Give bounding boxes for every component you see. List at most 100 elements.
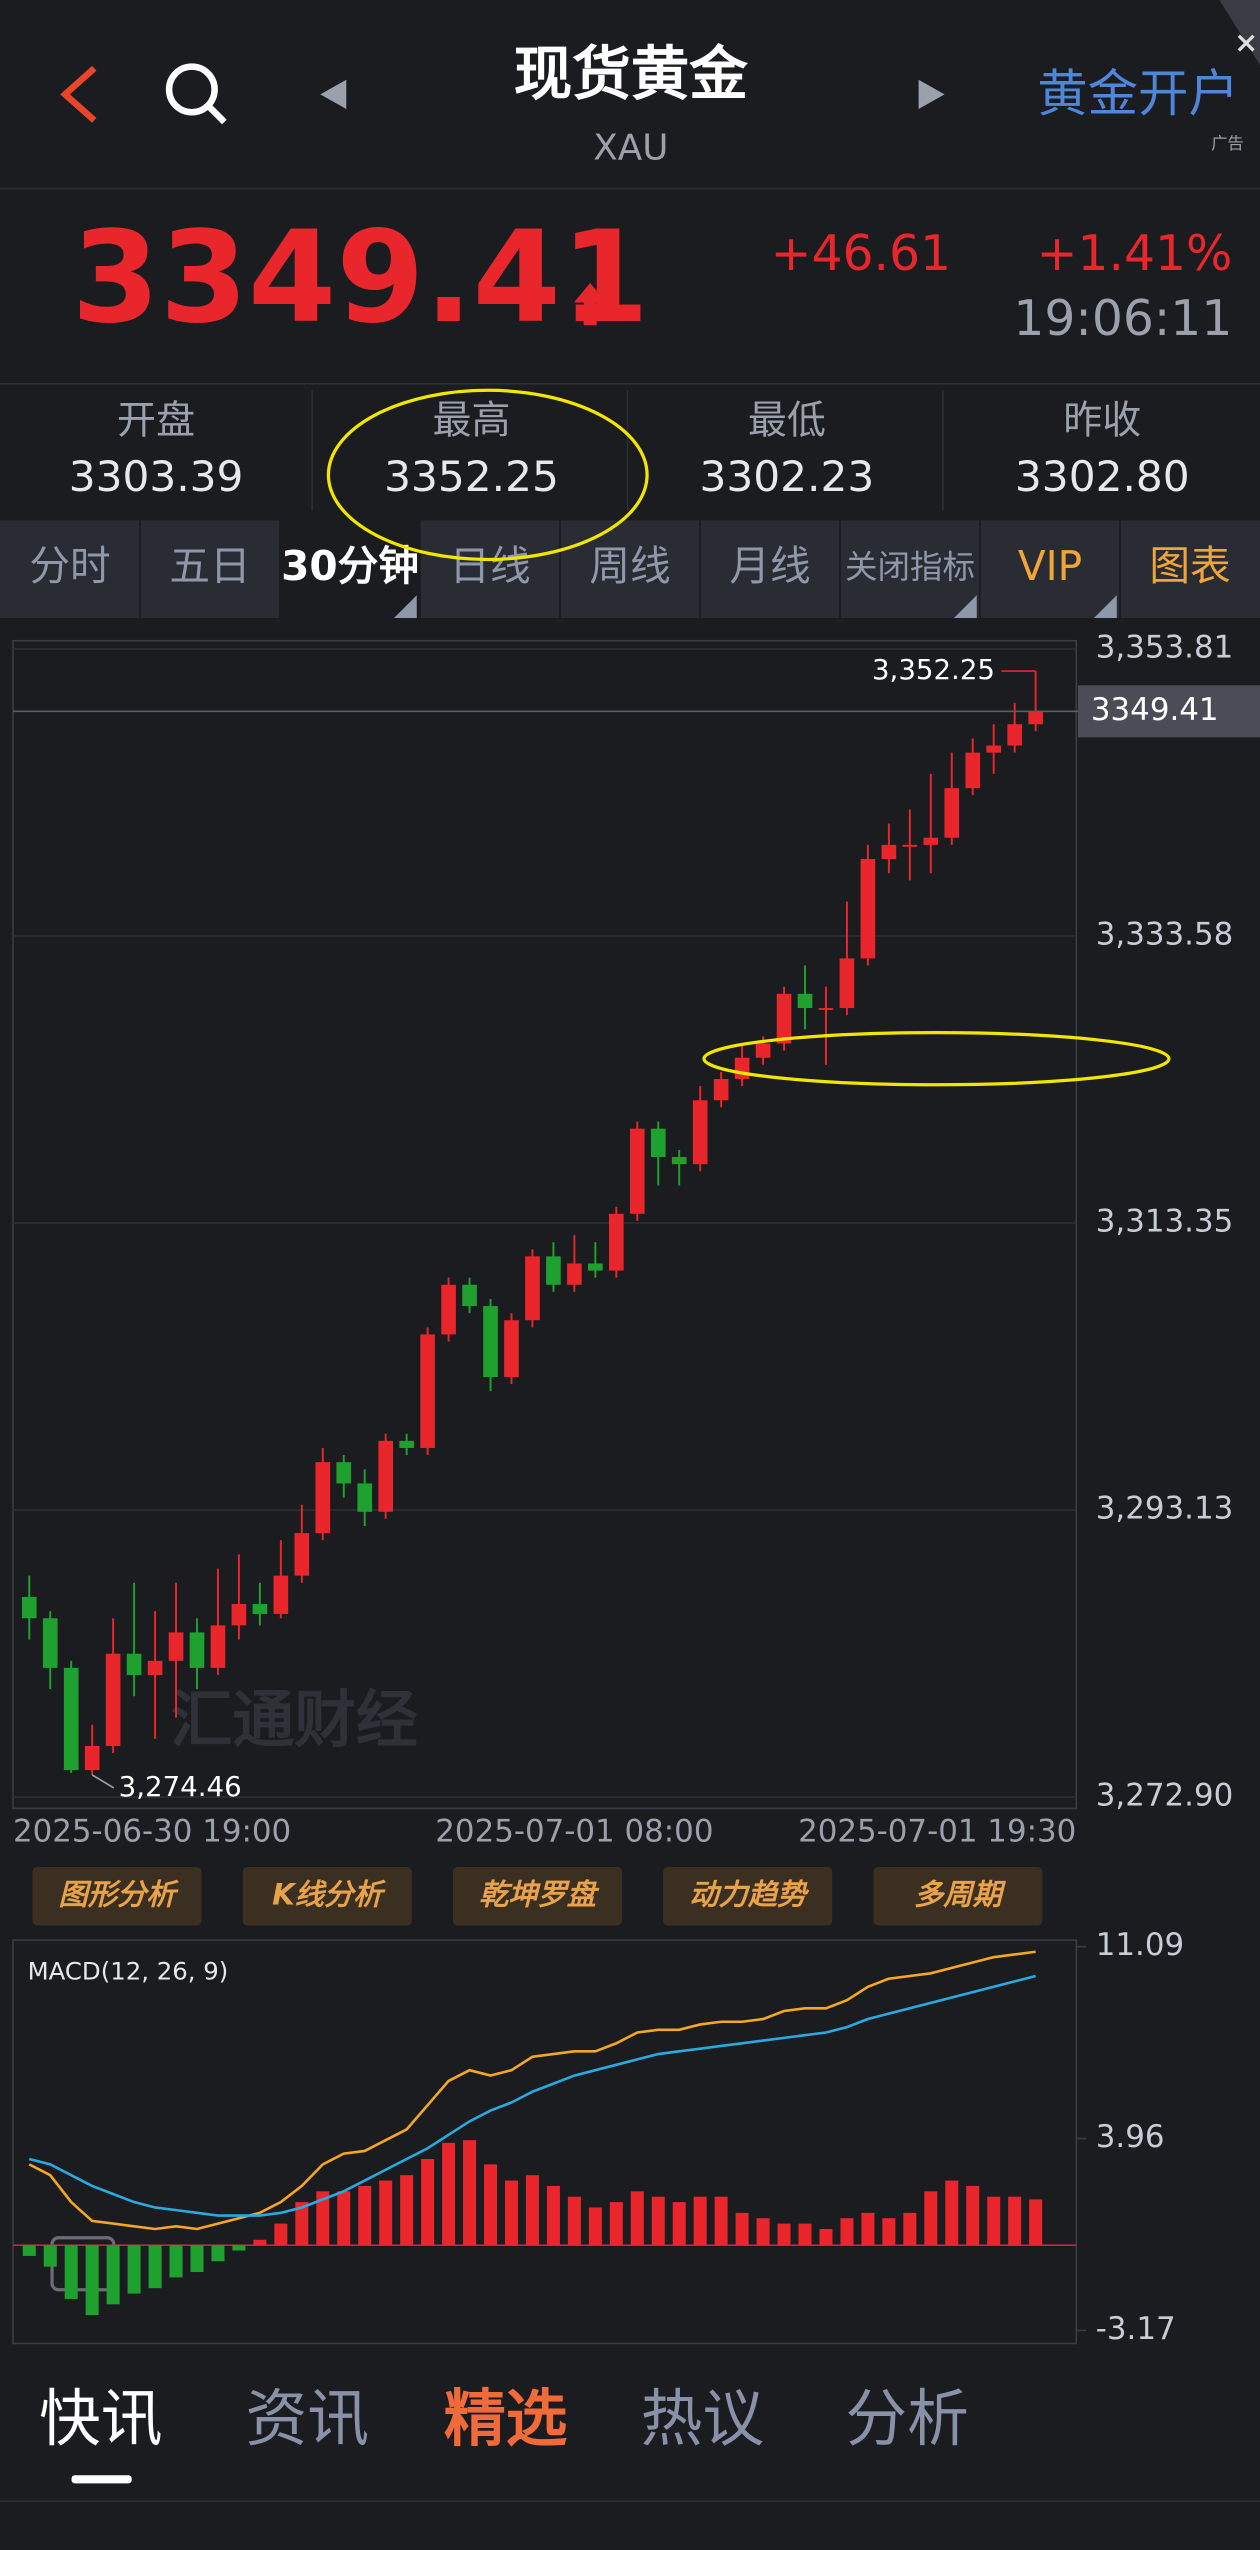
candle-body	[671, 1157, 687, 1165]
symbol: XAU	[593, 128, 668, 169]
candle-body	[755, 1043, 771, 1058]
candle-body	[252, 1604, 268, 1614]
tool-button[interactable]	[873, 1866, 1043, 1926]
tab[interactable]: 30分钟	[281, 542, 419, 590]
tool-label[interactable]: 动力趋势	[689, 1878, 810, 1912]
tool-button[interactable]	[663, 1866, 833, 1926]
macd-bar	[546, 2185, 560, 2246]
news-tab[interactable]: 热议	[641, 2383, 765, 2455]
macd-bar	[106, 2245, 120, 2305]
highlight-ellipse	[702, 1031, 1171, 1087]
candle-body	[189, 1632, 205, 1668]
next-button[interactable]	[918, 79, 945, 109]
macd-bar	[903, 2212, 917, 2246]
tool-label[interactable]: 图形分析	[59, 1878, 180, 1912]
candle-body	[504, 1320, 519, 1377]
macd-bar	[295, 2202, 309, 2246]
price: 3349.41	[72, 203, 650, 351]
macd-bar	[588, 2207, 602, 2246]
tool-button[interactable]	[32, 1866, 202, 1926]
tab[interactable]: 关闭指标	[845, 548, 975, 586]
tool-button[interactable]	[242, 1866, 412, 1926]
candle-body	[462, 1284, 477, 1307]
candle-body	[63, 1667, 79, 1771]
candle-body	[692, 1100, 708, 1165]
tool-label[interactable]: K线分析	[272, 1878, 386, 1912]
macd-bar	[651, 2196, 665, 2246]
candle-body	[336, 1462, 352, 1484]
macd-bar	[316, 2191, 330, 2246]
macd-bar	[358, 2185, 372, 2246]
macd-bar	[421, 2159, 435, 2246]
macd-bar	[85, 2245, 99, 2316]
y-tick-label: 3.96	[1096, 2119, 1165, 2155]
news-tab[interactable]: 精选	[444, 2383, 568, 2455]
macd-bar	[64, 2245, 78, 2299]
macd-bar	[609, 2202, 623, 2246]
candle-body	[923, 837, 939, 845]
tab-selected	[280, 520, 421, 618]
price-pane	[12, 639, 1078, 1810]
macd-bar	[211, 2245, 225, 2262]
y-tick-label: -3.17	[1096, 2311, 1176, 2347]
candle-body	[84, 1745, 100, 1771]
tab[interactable]: 周线	[589, 542, 670, 590]
candle-body	[294, 1533, 310, 1576]
candle-body	[126, 1653, 142, 1675]
title: 现货黄金	[514, 40, 749, 108]
tab[interactable]: 五日	[169, 542, 250, 590]
news-tab[interactable]: 分析	[845, 2383, 969, 2455]
tool-label[interactable]: 乾坤罗盘	[479, 1878, 600, 1912]
macd-bar	[190, 2245, 204, 2273]
candle-body	[210, 1625, 226, 1668]
tab[interactable]: 月线	[729, 542, 810, 590]
tool-label[interactable]: 多周期	[914, 1878, 1006, 1912]
candle-body	[273, 1575, 289, 1614]
news-tab[interactable]: 资讯	[246, 2383, 370, 2455]
macd-bar	[798, 2223, 812, 2246]
candle-body	[713, 1078, 729, 1101]
macd-title: MACD(12, 26, 9)	[28, 1957, 229, 1986]
macd-bar	[693, 2196, 707, 2246]
candle-body	[357, 1483, 373, 1512]
macd-bar	[630, 2191, 644, 2246]
macd-bar	[1008, 2196, 1022, 2246]
y-tick-label: 3,313.35	[1096, 1204, 1233, 1240]
prev-button[interactable]	[320, 79, 347, 109]
macd-line	[28, 1974, 1036, 2217]
macd-bar	[756, 2218, 770, 2246]
candle-body	[734, 1057, 750, 1079]
tab[interactable]: VIP	[1018, 542, 1082, 590]
tool-button[interactable]	[452, 1866, 623, 1926]
macd-bar	[232, 2245, 246, 2251]
stat-value: 3302.80	[1015, 452, 1190, 501]
tab[interactable]: 分时	[29, 542, 110, 590]
up-arrow	[573, 282, 607, 326]
candle-body	[168, 1632, 184, 1661]
y-tick-label: 3,272.90	[1096, 1778, 1233, 1814]
candle-body	[839, 958, 855, 1009]
macd-bar	[987, 2196, 1001, 2246]
low-leader	[91, 1774, 115, 1789]
candle-body	[965, 752, 981, 789]
news-tab[interactable]: 快讯	[39, 2383, 163, 2455]
y-tick-label: 3,333.58	[1096, 916, 1233, 952]
search-button[interactable]	[165, 63, 227, 125]
ad-button[interactable]: 黄金开户	[1037, 64, 1239, 123]
candle-body	[881, 844, 897, 860]
candle-body	[231, 1604, 247, 1626]
tab-bar	[0, 520, 1260, 618]
watermark: 汇通财经	[171, 1684, 418, 1756]
tab[interactable]: 图表	[1149, 542, 1230, 590]
tab[interactable]: 日线	[449, 542, 530, 590]
back-button[interactable]	[60, 65, 97, 123]
candle-body	[21, 1596, 37, 1619]
macd-bar	[337, 2191, 351, 2246]
change-pct: +1.41%	[1037, 225, 1233, 282]
close-ad[interactable]	[1219, 0, 1260, 66]
x-tick-label: 2025-07-01 08:00	[435, 1813, 713, 1849]
macd-bar	[861, 2212, 875, 2246]
macd-bar	[127, 2245, 141, 2294]
